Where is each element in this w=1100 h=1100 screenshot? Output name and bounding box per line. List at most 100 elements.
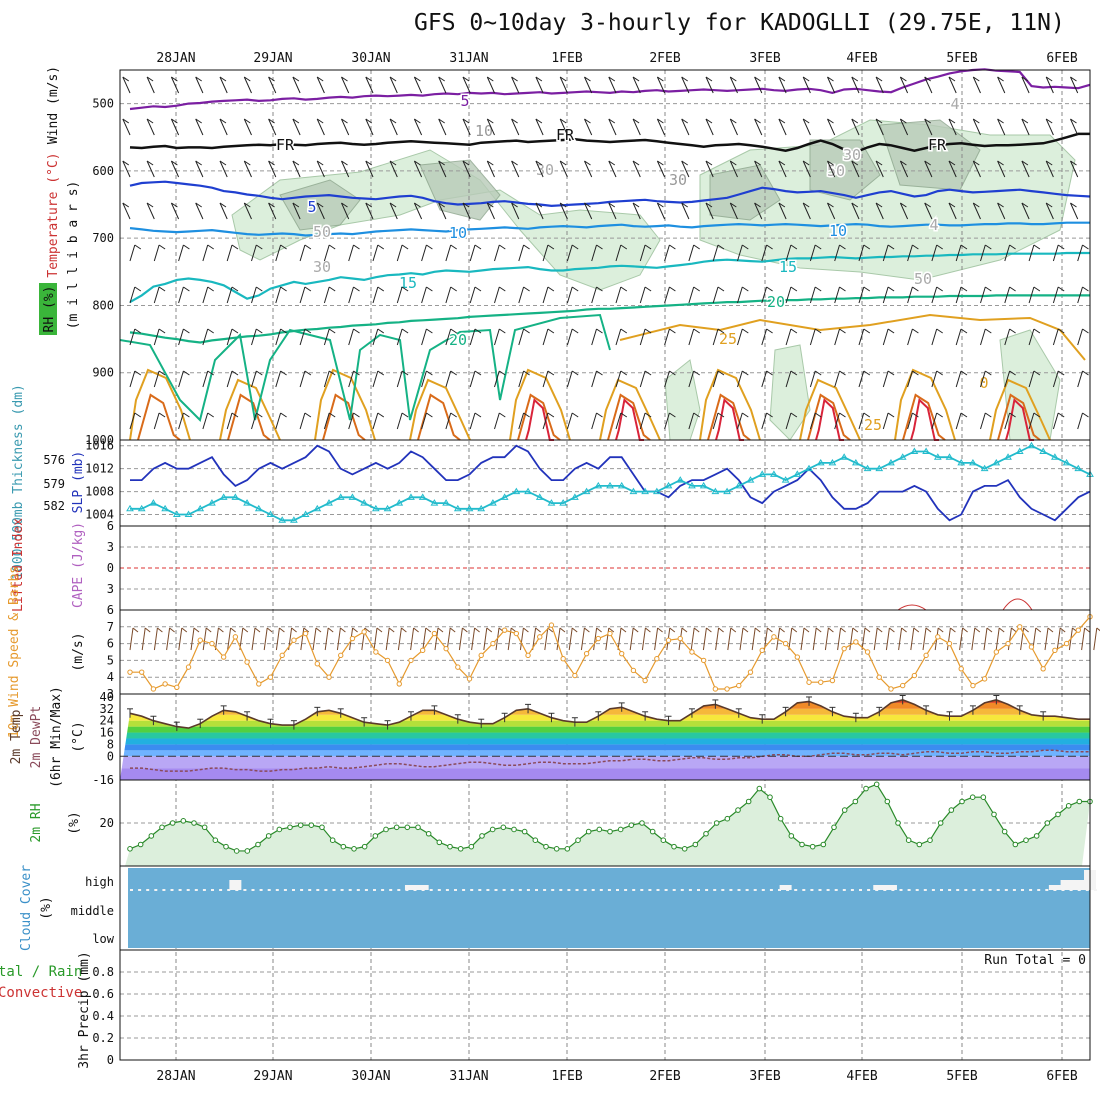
wind-barb-flag: [705, 160, 713, 166]
wind10m-barb-flag: [864, 627, 871, 633]
wind-barb-flag: [304, 244, 312, 250]
rh2m-marker: [991, 811, 997, 818]
wind-barb: [535, 202, 544, 220]
cloud-high-dash: [502, 889, 506, 891]
wind10m-barb: [300, 627, 305, 651]
wind-barb: [566, 370, 573, 388]
wind10m-barb: [263, 627, 268, 651]
wind-barb-flag: [256, 244, 263, 250]
cloud-high-dash: [275, 889, 279, 891]
wind10m-barb: [849, 627, 854, 651]
cloud-high-dash: [713, 889, 717, 891]
rh2m-marker: [1044, 820, 1051, 826]
rh2m-marker: [521, 828, 528, 835]
wind-barb-flag: [146, 202, 154, 208]
thickness-tick-label: 579: [43, 477, 65, 491]
rh2m-marker: [948, 807, 955, 813]
wind10m-marker: [619, 650, 625, 657]
wind-barb-flag: [146, 76, 154, 82]
wind-barb-flag: [547, 370, 555, 376]
thickness-marker: [137, 504, 146, 512]
wind10m-marker: [220, 654, 227, 660]
wind-barb: [153, 328, 160, 346]
temp-band: [120, 702, 1090, 709]
wind-barb: [396, 244, 403, 262]
wind-barb: [299, 244, 306, 262]
rh2m-marker: [1065, 803, 1072, 809]
thickness-marker: [290, 516, 298, 523]
wind10m-barb-flag: [1047, 627, 1054, 633]
wind-barb: [899, 202, 909, 220]
rh2m-marker: [692, 841, 699, 848]
wind-barb-flag: [256, 370, 263, 376]
wind-barb: [292, 202, 301, 220]
contour-label: 10: [449, 224, 467, 242]
cloud-axis-label: Cloud Cover: [19, 865, 34, 951]
rh2m-marker: [873, 781, 880, 788]
wind-barb: [761, 328, 768, 346]
wind-barb-flag: [158, 328, 166, 334]
cloud-high-dash: [948, 889, 952, 891]
wind10m-barb: [800, 627, 805, 651]
wind-barb-flag: [450, 412, 457, 418]
rh2m-marker: [841, 807, 848, 813]
wind-barb: [251, 412, 257, 430]
wind-barb: [275, 244, 282, 262]
wind-barb-flag: [328, 412, 336, 418]
wind-barb-flag: [924, 160, 931, 166]
wind-barb-flag: [207, 286, 214, 292]
thickness-marker: [126, 504, 134, 512]
cloud-high-dash: [599, 889, 603, 891]
precip-convective-label: Convective: [0, 985, 82, 1001]
wind-barb-flag: [960, 370, 968, 376]
temp-minmax-axis-label: (6hr Min/Max): [49, 686, 64, 788]
wind-barb-flag: [292, 118, 300, 124]
thickness-marker: [1074, 464, 1083, 472]
wind-barb: [462, 118, 471, 136]
wind-barb: [226, 370, 233, 388]
date-label-bottom: 6FEB: [1046, 1069, 1077, 1084]
wind-barb: [129, 370, 136, 388]
wind10m-barb-flag: [730, 627, 737, 633]
cloud-high-dash: [923, 889, 927, 891]
wind10m-barb-flag: [425, 627, 432, 633]
wind-barb-flag: [316, 118, 324, 124]
rh2m-marker: [628, 822, 635, 828]
wind-barb: [195, 118, 204, 136]
wind-barb: [639, 370, 646, 388]
cloud-high-dash: [283, 889, 287, 891]
li-bump: [897, 604, 927, 611]
rh2m-marker: [1023, 837, 1029, 844]
wind-barb: [851, 76, 860, 94]
cloud-high-dash: [940, 889, 943, 891]
wind10m-barb-flag: [925, 627, 932, 633]
wind-barb-flag: [912, 370, 919, 376]
wind10m-barb-flag: [437, 627, 444, 633]
wind-barb-flag: [280, 328, 287, 334]
wind-barb: [170, 202, 180, 220]
thickness-marker: [418, 493, 427, 500]
wind10m-barb-flag: [718, 627, 724, 633]
wind10m-barb: [275, 627, 280, 651]
warm-contour-25: [894, 368, 956, 441]
wind-barb: [202, 244, 209, 262]
wind10m-barb-flag: [254, 627, 261, 633]
wind-barb-flag: [790, 244, 798, 250]
wind-barb: [445, 370, 452, 388]
wind-barb-flag: [122, 76, 130, 82]
wind-barb-flag: [1070, 76, 1077, 82]
wind10m-barb-flag: [486, 627, 493, 633]
wind-barb-flag: [158, 370, 166, 376]
wind-barb: [421, 286, 427, 304]
wind-barb-flag: [997, 76, 1004, 82]
rh2m-marker: [788, 833, 795, 839]
thickness-marker: [1004, 453, 1012, 460]
cloud-high-dash: [405, 889, 409, 891]
wind10m-barb-flag: [181, 627, 188, 633]
wind-barb-flag: [814, 370, 822, 376]
wind-barb: [494, 370, 500, 388]
wind-barb-flag: [705, 118, 713, 124]
rh2m-marker: [393, 824, 400, 831]
wind-barb: [396, 370, 403, 388]
contour-label: 4: [929, 216, 938, 234]
